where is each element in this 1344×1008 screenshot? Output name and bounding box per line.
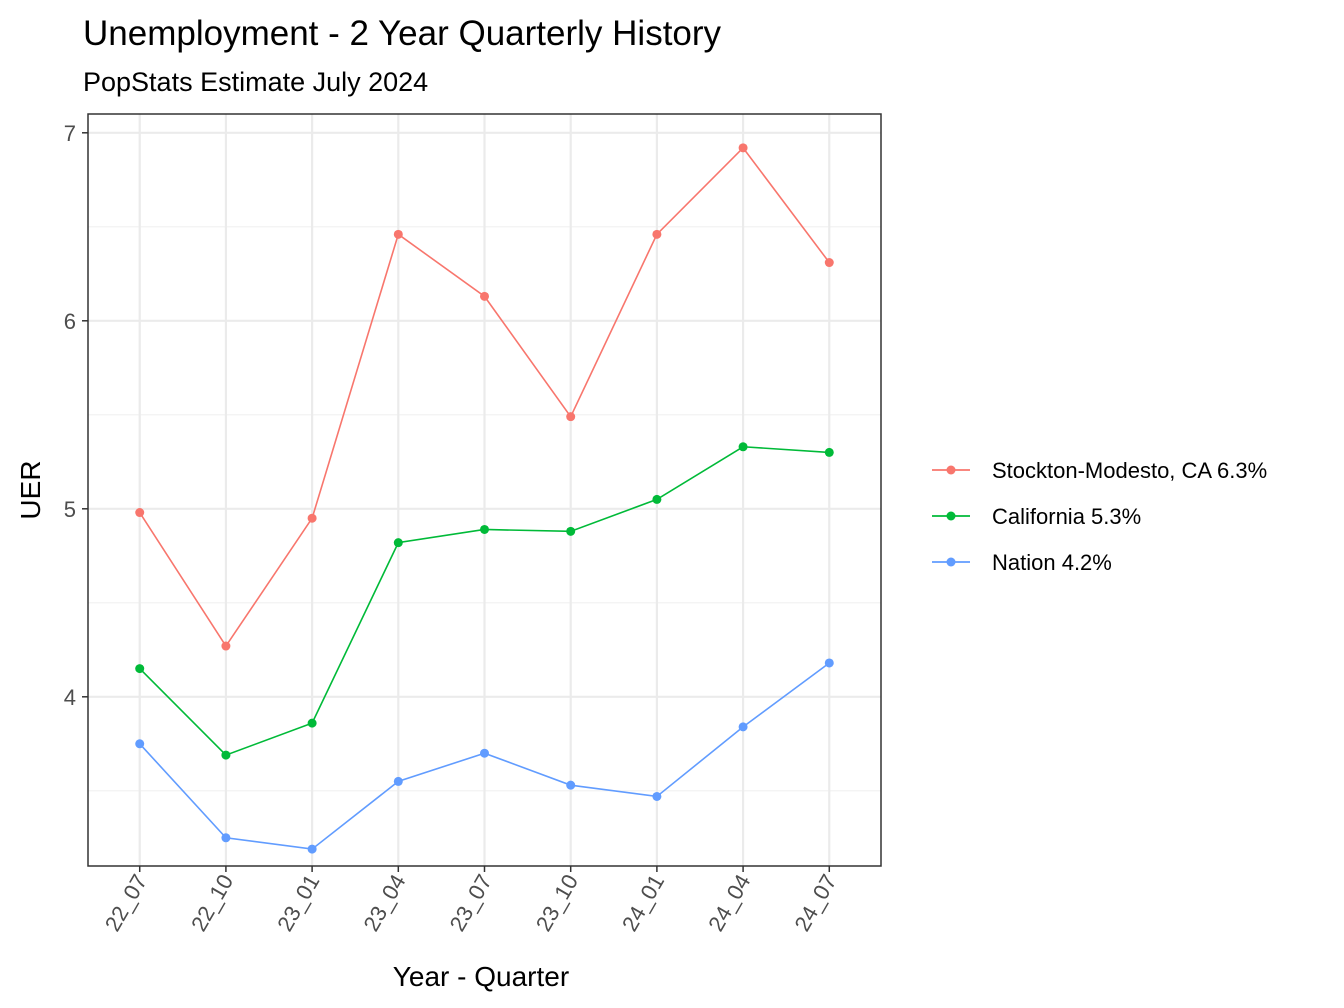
legend-key-point <box>946 557 956 567</box>
legend-key-point <box>946 465 956 475</box>
data-point <box>393 776 403 786</box>
legend: Stockton-Modesto, CA 6.3% California 5.3%… <box>932 458 1267 575</box>
data-point <box>566 526 576 536</box>
data-point <box>135 739 145 749</box>
data-point <box>480 291 489 301</box>
legend-item: Stockton-Modesto, CA 6.3% <box>932 458 1267 483</box>
data-point <box>824 258 834 268</box>
y-tick-label: 4 <box>64 685 76 710</box>
data-point <box>221 833 231 843</box>
x-axis-title: Year - Quarter <box>393 961 569 992</box>
data-point <box>480 748 489 758</box>
data-point <box>307 718 317 728</box>
series-group <box>135 442 834 760</box>
data-point <box>652 791 662 801</box>
data-point <box>738 722 748 732</box>
legend-item: Nation 4.2% <box>932 550 1112 575</box>
data-point <box>307 844 317 854</box>
data-point <box>221 641 231 651</box>
y-tick-label: 7 <box>64 121 76 146</box>
legend-label: Nation 4.2% <box>992 550 1112 575</box>
legend-label: California 5.3% <box>992 504 1141 529</box>
data-point <box>738 143 748 153</box>
data-point <box>393 229 403 239</box>
data-point <box>135 664 145 674</box>
series-group <box>135 143 834 651</box>
series-layer <box>135 143 834 854</box>
data-point <box>824 447 834 457</box>
y-tick-label: 5 <box>64 497 76 522</box>
data-point <box>221 750 231 760</box>
data-point <box>393 538 403 548</box>
grid-lines <box>88 114 881 866</box>
data-point <box>307 513 317 523</box>
series-group <box>135 658 834 854</box>
chart-subtitle: PopStats Estimate July 2024 <box>83 67 428 97</box>
data-point <box>480 524 489 534</box>
data-point <box>738 442 748 452</box>
y-axis-title: UER <box>15 460 46 519</box>
chart-title: Unemployment - 2 Year Quarterly History <box>83 14 722 53</box>
data-point <box>652 229 662 239</box>
data-point <box>824 658 834 668</box>
legend-item: California 5.3% <box>932 504 1141 529</box>
data-point <box>566 780 576 790</box>
y-tick-label: 6 <box>64 309 76 334</box>
data-point <box>652 494 662 504</box>
data-point <box>566 412 576 422</box>
legend-key-point <box>946 511 956 521</box>
legend-label: Stockton-Modesto, CA 6.3% <box>992 458 1267 483</box>
data-point <box>135 508 145 518</box>
